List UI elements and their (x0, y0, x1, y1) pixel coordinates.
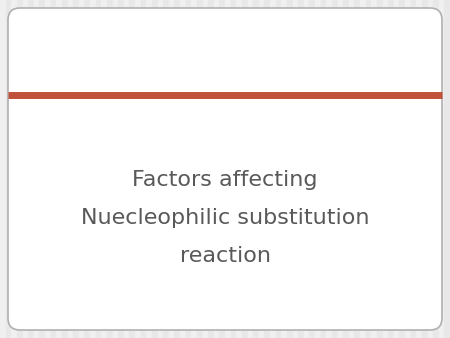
Bar (343, 0, 349, 338)
Bar (0, 0, 5, 338)
Bar (326, 0, 332, 338)
Bar (118, 0, 124, 338)
Bar (79, 0, 85, 338)
Bar (34, 0, 40, 338)
Bar (112, 0, 118, 338)
Bar (135, 0, 140, 338)
Bar (405, 0, 410, 338)
Bar (236, 0, 242, 338)
Bar (360, 0, 365, 338)
Bar (107, 0, 112, 338)
Bar (445, 0, 450, 338)
Bar (332, 0, 338, 338)
Text: reaction: reaction (180, 246, 270, 266)
Bar (73, 0, 79, 338)
Bar (152, 0, 158, 338)
Bar (22, 0, 28, 338)
Bar (349, 0, 355, 338)
Bar (394, 0, 400, 338)
Bar (5, 0, 11, 338)
Bar (85, 0, 90, 338)
Bar (365, 0, 371, 338)
Bar (310, 0, 315, 338)
Bar (388, 0, 394, 338)
Bar (11, 0, 17, 338)
Bar (259, 0, 265, 338)
Bar (400, 0, 405, 338)
Bar (433, 0, 439, 338)
Text: Nuecleophilic substitution: Nuecleophilic substitution (81, 208, 369, 228)
Bar (287, 0, 292, 338)
FancyBboxPatch shape (8, 8, 442, 330)
Bar (428, 0, 433, 338)
Bar (56, 0, 62, 338)
Bar (275, 0, 281, 338)
Bar (90, 0, 95, 338)
Bar (208, 0, 214, 338)
Bar (439, 0, 445, 338)
Bar (169, 0, 175, 338)
Bar (175, 0, 180, 338)
Bar (28, 0, 34, 338)
Bar (230, 0, 236, 338)
Bar (377, 0, 382, 338)
Bar (298, 0, 304, 338)
Bar (371, 0, 377, 338)
Bar (140, 0, 146, 338)
Bar (225, 0, 230, 338)
Bar (355, 0, 360, 338)
Bar (292, 0, 298, 338)
Bar (281, 0, 287, 338)
Bar (17, 0, 22, 338)
Bar (242, 0, 248, 338)
Bar (130, 0, 135, 338)
Text: Factors affecting: Factors affecting (132, 170, 318, 190)
Bar (265, 0, 270, 338)
Bar (253, 0, 259, 338)
Bar (338, 0, 343, 338)
Bar (248, 0, 253, 338)
Bar (124, 0, 130, 338)
Bar (68, 0, 73, 338)
Bar (158, 0, 163, 338)
Bar (191, 0, 197, 338)
Bar (304, 0, 310, 338)
Bar (180, 0, 185, 338)
Bar (422, 0, 427, 338)
Bar (270, 0, 275, 338)
Bar (45, 0, 50, 338)
Bar (185, 0, 191, 338)
Bar (220, 0, 225, 338)
Bar (50, 0, 56, 338)
Bar (101, 0, 107, 338)
Bar (163, 0, 169, 338)
Bar (320, 0, 326, 338)
Bar (382, 0, 388, 338)
Bar (202, 0, 208, 338)
Bar (410, 0, 416, 338)
Bar (197, 0, 202, 338)
Bar (416, 0, 422, 338)
Bar (146, 0, 152, 338)
Bar (95, 0, 101, 338)
Bar (315, 0, 320, 338)
Bar (62, 0, 68, 338)
Bar (214, 0, 220, 338)
Bar (40, 0, 45, 338)
